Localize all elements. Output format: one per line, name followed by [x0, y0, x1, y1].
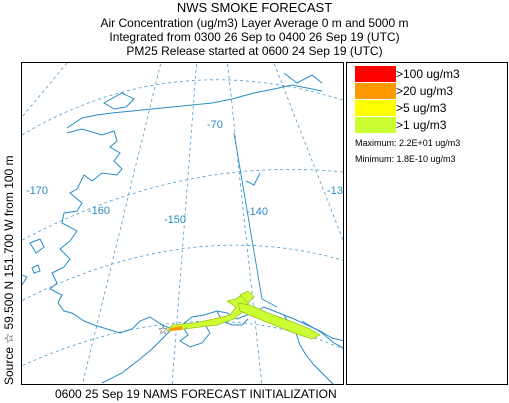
- smoke-map: ☆ -170 -160 -150 -140 -130 -70: [22, 63, 344, 384]
- maximum-value: Maximum: 2.2E+01 ug/m3: [355, 138, 461, 148]
- st-lawrence-island: [29, 238, 45, 254]
- longitude-label: -130: [327, 185, 344, 197]
- latitude-line: [22, 169, 343, 241]
- legend-label: >100 ug/m3: [396, 67, 460, 81]
- legend-item: >20 ug/m3: [355, 83, 505, 99]
- plume-core: [170, 326, 182, 331]
- wrangel-island: [103, 92, 135, 110]
- legend-swatch: [355, 66, 396, 82]
- plume-main: [166, 292, 251, 332]
- plume-patch: [239, 290, 255, 304]
- arctic-coast: [66, 84, 323, 129]
- coastline: [22, 72, 343, 384]
- legend-swatch: [355, 100, 396, 116]
- meridian-line: [82, 63, 162, 384]
- legend-item: >1 ug/m3: [355, 117, 505, 133]
- alaska-canada-border: [233, 132, 278, 308]
- longitude-label: -170: [26, 185, 48, 197]
- panhandle-inner: [301, 320, 343, 349]
- forecast-title: NWS SMOKE FORECAST: [176, 0, 333, 15]
- legend-label: >20 ug/m3: [396, 84, 454, 98]
- minimum-value: Minimum: 1.8E-10 ug/m3: [355, 154, 456, 164]
- graticule: [22, 63, 343, 384]
- cook-inlet: [179, 322, 211, 348]
- longitude-label: -70: [207, 119, 223, 131]
- longitude-label: -160: [88, 205, 110, 217]
- yukon-coast: [245, 172, 261, 186]
- meridian-line: [273, 63, 343, 242]
- release-info: PM25 Release started at 0600 24 Sep 19 (…: [126, 44, 383, 58]
- longitude-label: -140: [246, 206, 268, 218]
- aleutian-peninsula: [101, 328, 173, 384]
- forecast-initialization: 0600 25 Sep 19 NAMS FORECAST INITIALIZAT…: [55, 387, 337, 401]
- legend-item: >100 ug/m3: [355, 66, 505, 82]
- latitude-line: [22, 79, 343, 136]
- latitude-line: [22, 244, 343, 301]
- legend-item: >5 ug/m3: [355, 100, 505, 116]
- integration-period: Integrated from 0300 26 Sep to 0400 26 S…: [109, 30, 400, 44]
- plume-east-arm: [237, 302, 321, 340]
- chukotka-coast: [22, 274, 28, 286]
- nunivak-island: [31, 264, 41, 274]
- canadian-arctic: [283, 72, 323, 84]
- map-panel: ☆ -170 -160 -150 -140 -130 -70: [21, 62, 344, 385]
- legend-label: >5 ug/m3: [396, 101, 447, 115]
- legend-swatch: [355, 83, 396, 99]
- meridian-line: [171, 63, 198, 384]
- alaska-west-coast: [49, 128, 343, 342]
- meridian-line: [227, 63, 263, 384]
- longitude-label: -150: [164, 214, 186, 226]
- legend-swatch: [355, 117, 396, 133]
- concentration-subtitle: Air Concentration (ug/m3) Layer Average …: [100, 16, 409, 30]
- source-star-icon: ☆: [158, 323, 169, 337]
- legend-panel: >100 ug/m3 >20 ug/m3 >5 ug/m3 >1 ug/m3 M…: [346, 62, 508, 385]
- source-location-label: Source ☆ 59.500 N 151.700 W from 100 m: [2, 155, 16, 385]
- legend-label: >1 ug/m3: [396, 118, 447, 132]
- meridian-line: [22, 63, 68, 118]
- smoke-plume: [166, 290, 321, 340]
